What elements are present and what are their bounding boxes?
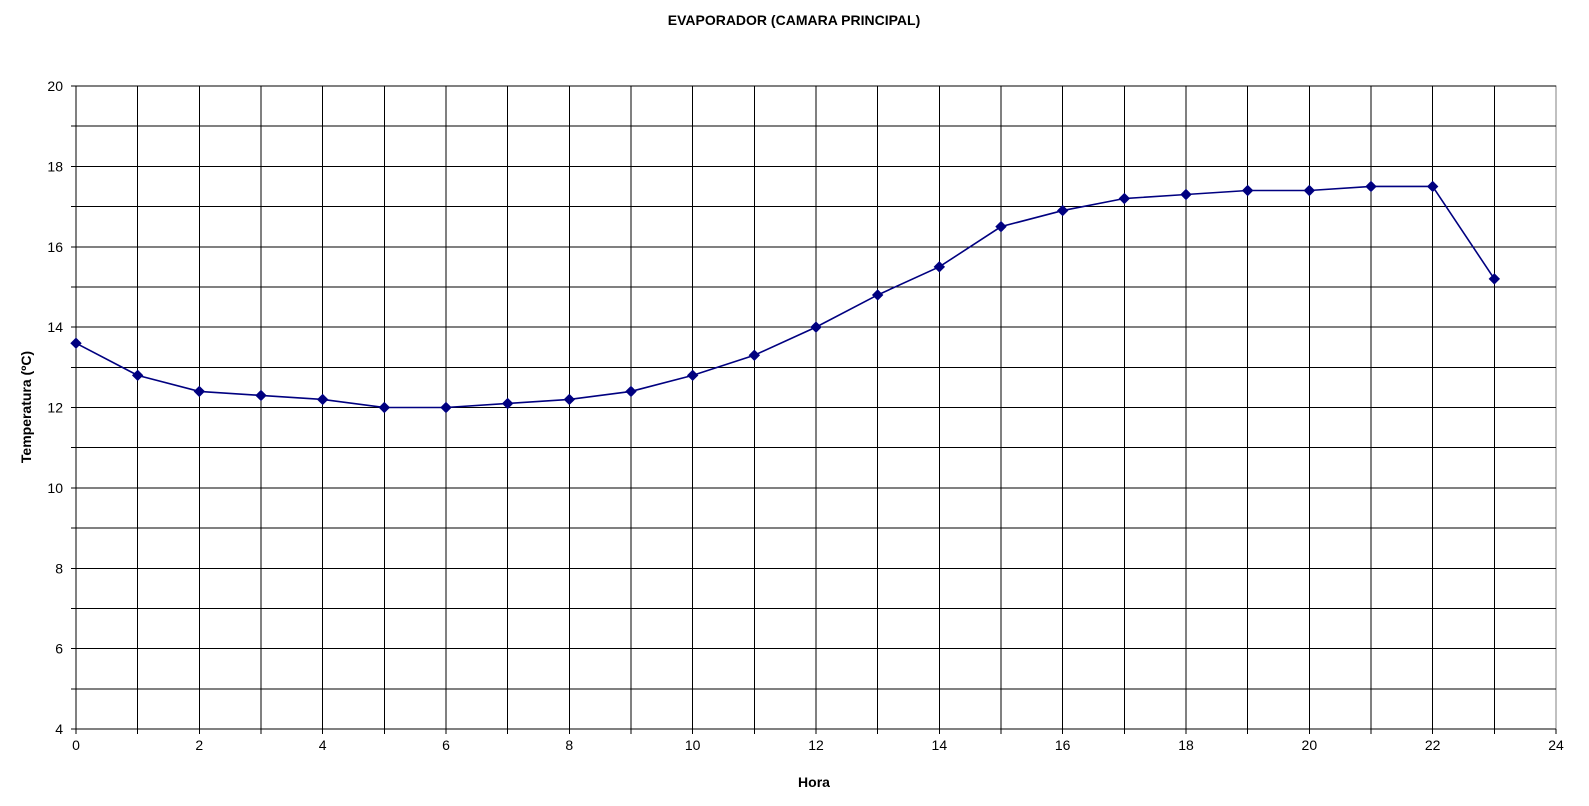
data-point-marker xyxy=(1426,180,1439,193)
data-point-marker xyxy=(686,369,699,382)
y-tick-label: 14 xyxy=(47,319,63,335)
x-tick-label: 18 xyxy=(1178,737,1194,753)
data-point-marker xyxy=(193,385,206,398)
series-layer xyxy=(70,180,1501,414)
x-tick-label: 4 xyxy=(319,737,327,753)
data-point-marker xyxy=(1056,204,1069,217)
series-line xyxy=(75,185,1495,409)
data-point-marker xyxy=(70,337,82,349)
data-point-marker xyxy=(1488,273,1501,285)
x-tick-label: 14 xyxy=(932,737,948,753)
data-point-marker xyxy=(563,393,576,406)
data-point-marker xyxy=(378,401,391,414)
y-tick-label: 16 xyxy=(47,239,63,255)
grid-lines xyxy=(76,85,1556,729)
data-point-marker xyxy=(440,401,452,414)
chart-title: EVAPORADOR (CAMARA PRINCIPAL) xyxy=(668,12,921,28)
data-point-marker xyxy=(1365,180,1377,193)
data-point-marker xyxy=(1180,188,1192,201)
x-axis-label: Hora xyxy=(798,774,830,790)
x-tick-label: 16 xyxy=(1055,737,1071,753)
x-tick-label: 6 xyxy=(442,737,450,753)
x-tick-label: 22 xyxy=(1425,737,1441,753)
y-tick-label: 18 xyxy=(47,158,63,174)
x-tick-label: 0 xyxy=(72,737,80,753)
data-point-marker xyxy=(625,385,637,398)
x-tick-label: 10 xyxy=(685,737,701,753)
data-point-marker xyxy=(1303,184,1316,197)
data-point-marker xyxy=(131,369,144,382)
y-tick-label: 20 xyxy=(47,78,63,94)
data-point-marker xyxy=(316,393,329,406)
data-point-marker xyxy=(748,349,761,361)
x-tick-label: 2 xyxy=(195,737,203,753)
data-point-marker xyxy=(995,220,1007,233)
x-tick-label: 8 xyxy=(565,737,573,753)
x-tick-label: 20 xyxy=(1302,737,1318,753)
data-point-marker xyxy=(1118,192,1131,205)
data-point-marker xyxy=(933,261,946,273)
data-point-marker xyxy=(1241,184,1254,197)
y-tick-label: 12 xyxy=(47,400,63,416)
data-point-marker xyxy=(810,321,822,333)
y-tick-label: 8 xyxy=(55,560,63,576)
data-point-marker xyxy=(501,397,514,410)
y-tick-label: 10 xyxy=(47,480,63,496)
x-tick-label: 24 xyxy=(1548,737,1564,753)
x-tick-label: 12 xyxy=(808,737,824,753)
y-axis-label: Temperatura (ºC) xyxy=(18,351,34,463)
y-tick-label: 6 xyxy=(55,641,63,657)
data-point-marker xyxy=(871,289,884,301)
y-tick-label: 4 xyxy=(55,721,63,737)
data-point-marker xyxy=(255,389,267,402)
